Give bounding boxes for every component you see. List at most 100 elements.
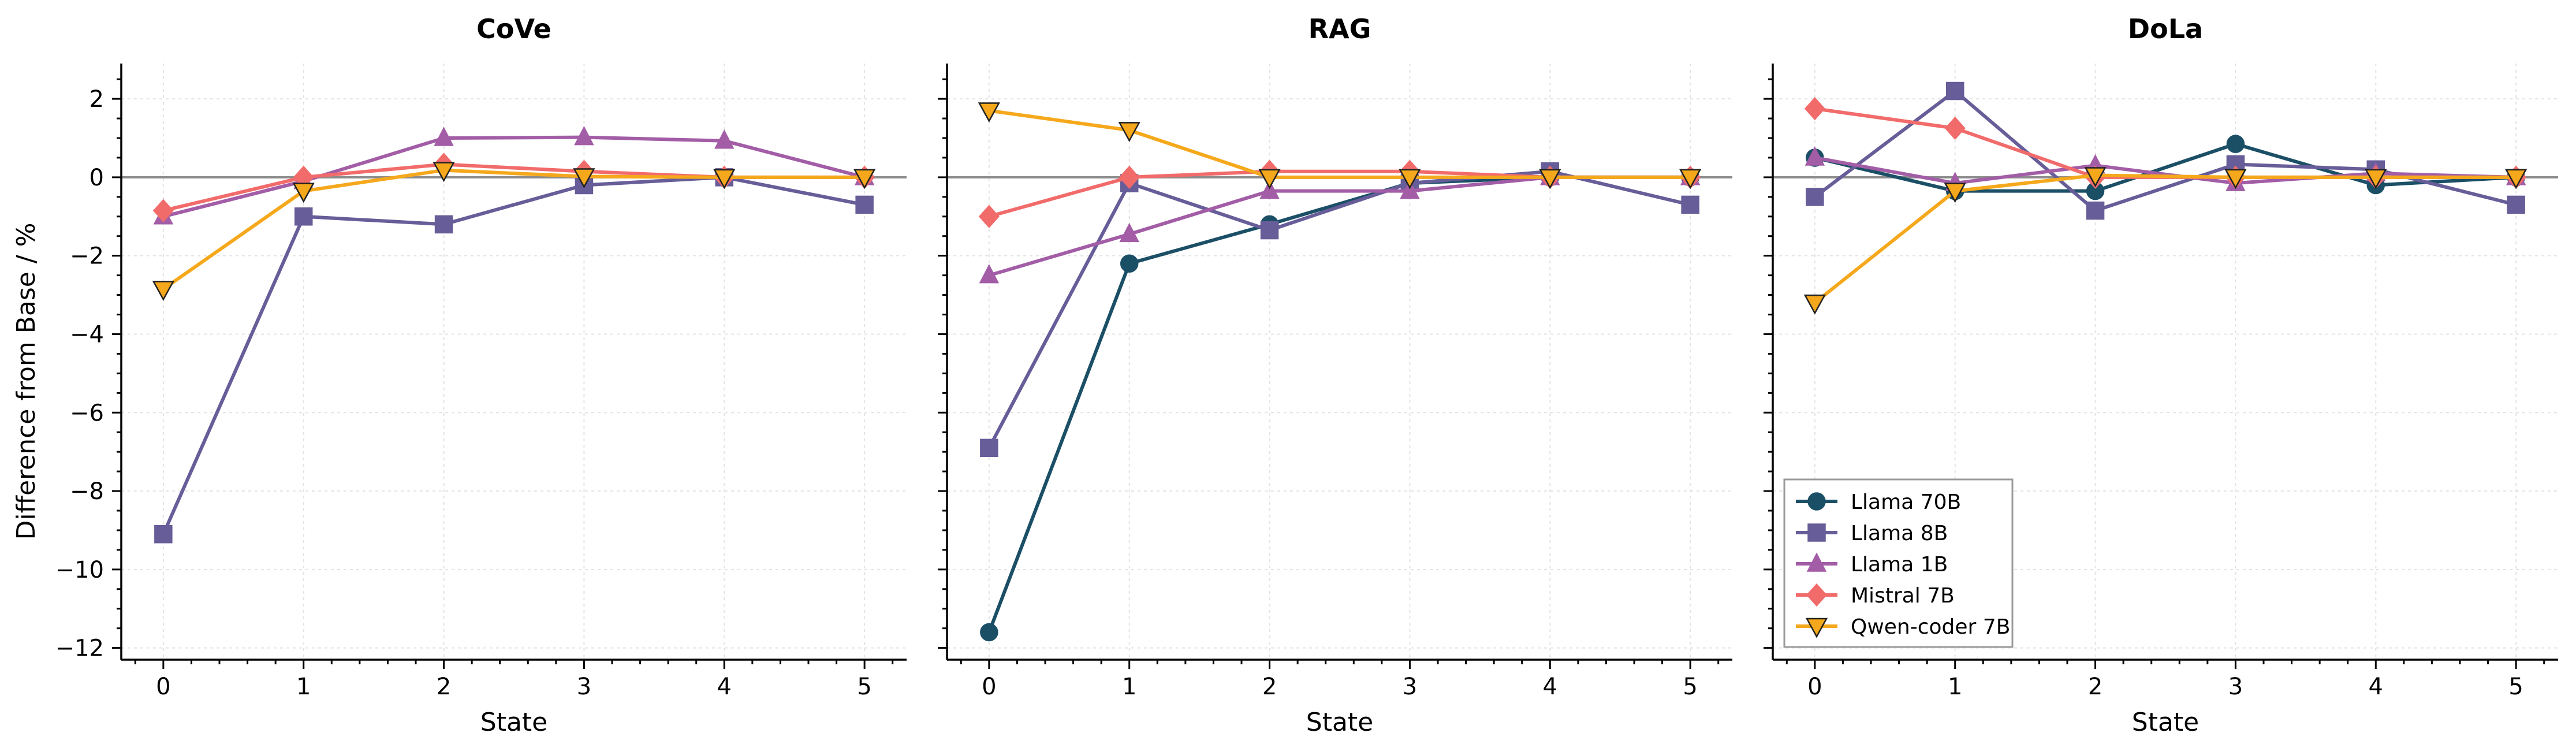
data-point bbox=[2224, 169, 2247, 189]
x-tick-label: 1 bbox=[1122, 674, 1136, 700]
data-point bbox=[2084, 167, 2107, 188]
data-point bbox=[1806, 188, 1824, 206]
data-point bbox=[714, 129, 735, 149]
data-point bbox=[1681, 195, 1699, 214]
data-point bbox=[1120, 254, 1139, 273]
y-tick-label: −6 bbox=[70, 400, 104, 426]
series-line bbox=[163, 135, 865, 218]
series-line bbox=[987, 169, 1691, 449]
data-point bbox=[1260, 221, 1279, 240]
series-llama-1b bbox=[153, 126, 875, 225]
data-point bbox=[980, 438, 998, 458]
data-point bbox=[1944, 116, 1966, 140]
legend-marker bbox=[1805, 618, 1828, 638]
data-point bbox=[574, 126, 594, 146]
x-axis-label: State bbox=[2132, 708, 2199, 737]
x-axis-label: State bbox=[480, 708, 547, 737]
y-tick-label: −12 bbox=[55, 635, 104, 662]
data-point bbox=[1805, 146, 1825, 166]
data-point bbox=[853, 169, 876, 189]
panel-cove: 2 0 −2 −4 −6 −8 −10 −12 0 1 2 3 4 5 CoVe State bbox=[55, 13, 907, 737]
data-point bbox=[2505, 169, 2527, 189]
data-point bbox=[980, 623, 998, 642]
data-point bbox=[978, 204, 1000, 228]
y-tick-label: 0 bbox=[90, 165, 104, 191]
x-tick-label: 5 bbox=[857, 674, 871, 700]
series-line bbox=[1814, 89, 2517, 213]
x-tick-label: 3 bbox=[577, 674, 591, 700]
data-point bbox=[713, 169, 736, 189]
data-point bbox=[1804, 96, 1825, 121]
series-qwen-coder-7b bbox=[152, 162, 876, 301]
legend-marker bbox=[1807, 523, 1826, 542]
data-point bbox=[152, 199, 174, 222]
series-line bbox=[1814, 142, 2517, 193]
legend-marker bbox=[1806, 552, 1827, 572]
y-axis-label: Difference from Base / % bbox=[12, 223, 41, 540]
x-tick-label: 0 bbox=[982, 674, 996, 700]
x-tick-label: 1 bbox=[1948, 674, 1962, 700]
series-line bbox=[162, 175, 865, 535]
legend-label: Mistral 7B bbox=[1851, 584, 1955, 608]
x-axis-label: State bbox=[1306, 708, 1373, 737]
data-point bbox=[433, 162, 455, 183]
series-qwen-coder-7b bbox=[1803, 167, 2527, 315]
data-point bbox=[1400, 180, 1420, 199]
x-tick-label: 0 bbox=[1807, 674, 1822, 700]
legend-marker bbox=[1807, 492, 1826, 511]
x-tick-label: 5 bbox=[2508, 674, 2523, 700]
legend: Llama 70B Llama 8B Llama 1B Mistral 7B Qwen-… bbox=[1783, 478, 2014, 648]
data-point bbox=[1118, 122, 1140, 143]
series-line bbox=[162, 168, 865, 291]
x-tick-label: 5 bbox=[1683, 674, 1697, 700]
data-point bbox=[1539, 169, 1561, 189]
y-tick-label: 2 bbox=[90, 86, 104, 113]
y-tick-label: −2 bbox=[70, 243, 104, 270]
data-point bbox=[2365, 169, 2387, 189]
data-point bbox=[434, 127, 454, 146]
data-point bbox=[1679, 169, 1702, 189]
data-point bbox=[1119, 222, 1139, 243]
y-tick-label: −10 bbox=[55, 557, 104, 583]
x-tick-label: 2 bbox=[437, 674, 451, 700]
panel-dola: 0 1 2 3 4 5 DoLa State Llama 70B Llama 8B Llama 1B… bbox=[1764, 13, 2558, 737]
x-tick-label: 4 bbox=[1543, 674, 1557, 700]
grid bbox=[947, 64, 1732, 660]
series-llama-1b bbox=[979, 166, 1701, 284]
series-qwen-coder-7b bbox=[978, 102, 1702, 189]
data-point bbox=[434, 215, 453, 234]
series-llama-8b bbox=[154, 168, 874, 544]
data-point bbox=[2507, 195, 2525, 214]
data-point bbox=[1944, 183, 1966, 203]
y-tick-label: −4 bbox=[70, 321, 104, 348]
series-mistral-7b bbox=[978, 159, 1701, 228]
series-llama-8b bbox=[1806, 81, 2525, 220]
data-point bbox=[294, 207, 313, 226]
x-tick-label: 2 bbox=[1262, 674, 1277, 700]
data-point bbox=[855, 195, 874, 214]
panel-title: DoLa bbox=[2128, 13, 2203, 44]
data-point bbox=[1258, 169, 1281, 189]
legend-label: Llama 8B bbox=[1851, 522, 1948, 545]
panel-title: CoVe bbox=[476, 13, 551, 44]
data-point bbox=[2226, 135, 2245, 153]
data-point bbox=[1945, 81, 1964, 101]
panel-rag: 0 1 2 3 4 5 RAG State bbox=[938, 13, 1732, 737]
data-point bbox=[292, 183, 315, 203]
panel-title: RAG bbox=[1308, 13, 1371, 44]
data-point bbox=[1399, 169, 1421, 189]
x-tick-label: 4 bbox=[717, 674, 732, 700]
data-point bbox=[1259, 180, 1280, 199]
series-mistral-7b bbox=[152, 153, 875, 222]
y-tick-label: −8 bbox=[70, 478, 104, 505]
series-line bbox=[989, 175, 1691, 277]
data-point bbox=[1119, 165, 1140, 189]
data-point bbox=[979, 263, 1000, 284]
x-tick-label: 1 bbox=[296, 674, 311, 700]
legend-label: Qwen-coder 7B bbox=[1851, 615, 2010, 639]
legend-label: Llama 70B bbox=[1851, 490, 1961, 514]
x-tick-label: 4 bbox=[2369, 674, 2383, 700]
data-point bbox=[1803, 294, 1826, 315]
data-point bbox=[154, 525, 173, 544]
